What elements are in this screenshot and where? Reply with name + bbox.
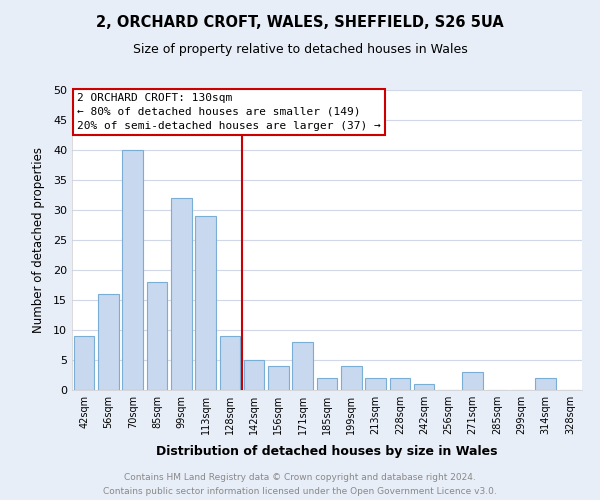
Bar	[171, 198, 191, 390]
Bar	[317, 378, 337, 390]
Bar	[292, 342, 313, 390]
X-axis label: Distribution of detached houses by size in Wales: Distribution of detached houses by size …	[156, 446, 498, 458]
Text: 2, ORCHARD CROFT, WALES, SHEFFIELD, S26 5UA: 2, ORCHARD CROFT, WALES, SHEFFIELD, S26 …	[96, 15, 504, 30]
Bar	[535, 378, 556, 390]
Bar	[268, 366, 289, 390]
Text: 2 ORCHARD CROFT: 130sqm
← 80% of detached houses are smaller (149)
20% of semi-d: 2 ORCHARD CROFT: 130sqm ← 80% of detache…	[77, 93, 381, 131]
Bar	[122, 150, 143, 390]
Bar	[341, 366, 362, 390]
Bar	[220, 336, 240, 390]
Text: Size of property relative to detached houses in Wales: Size of property relative to detached ho…	[133, 42, 467, 56]
Bar	[98, 294, 119, 390]
Bar	[414, 384, 434, 390]
Text: Contains public sector information licensed under the Open Government Licence v3: Contains public sector information licen…	[103, 488, 497, 496]
Y-axis label: Number of detached properties: Number of detached properties	[32, 147, 44, 333]
Bar	[195, 216, 216, 390]
Bar	[365, 378, 386, 390]
Bar	[146, 282, 167, 390]
Text: Contains HM Land Registry data © Crown copyright and database right 2024.: Contains HM Land Registry data © Crown c…	[124, 472, 476, 482]
Bar	[74, 336, 94, 390]
Bar	[244, 360, 265, 390]
Bar	[389, 378, 410, 390]
Bar	[463, 372, 483, 390]
